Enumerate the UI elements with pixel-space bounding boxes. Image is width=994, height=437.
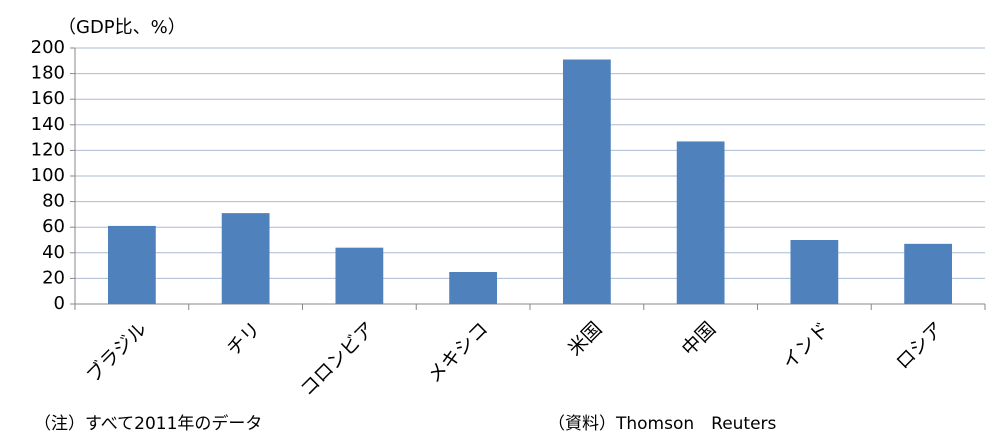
y-tick-label: 140 — [31, 114, 65, 135]
x-tick-label: チリ — [223, 318, 265, 360]
y-axis-unit: （GDP比、%） — [58, 17, 186, 38]
y-tick-label: 180 — [31, 63, 65, 84]
x-tick-label: 中国 — [678, 318, 720, 360]
x-tick-label: コロンビア — [296, 318, 379, 401]
bar — [790, 240, 839, 304]
x-tick-label: 米国 — [564, 318, 606, 360]
bar — [107, 225, 156, 304]
y-tick-label: 100 — [31, 165, 65, 186]
y-tick-label: 160 — [31, 88, 65, 109]
y-tick-label: 40 — [42, 242, 65, 263]
bar — [562, 59, 611, 304]
y-tick-label: 80 — [42, 191, 65, 212]
x-tick-label: インド — [778, 318, 834, 374]
bar — [221, 213, 270, 304]
bar — [904, 243, 953, 304]
x-tick-label: ブラジル — [82, 317, 152, 387]
bar — [335, 247, 384, 304]
y-tick-label: 200 — [31, 37, 65, 58]
y-tick-label: 20 — [42, 267, 65, 288]
source: （資料）Thomson Reuters — [548, 414, 777, 434]
note: （注）すべて2011年のデータ — [34, 413, 262, 434]
y-tick-label: 60 — [42, 216, 65, 237]
x-tick-label: メキシコ — [423, 318, 492, 387]
y-tick-label: 0 — [54, 293, 65, 314]
x-tick-label: ロシア — [892, 318, 948, 374]
bar — [676, 141, 725, 304]
bar — [449, 272, 498, 304]
y-tick-label: 120 — [31, 139, 65, 160]
